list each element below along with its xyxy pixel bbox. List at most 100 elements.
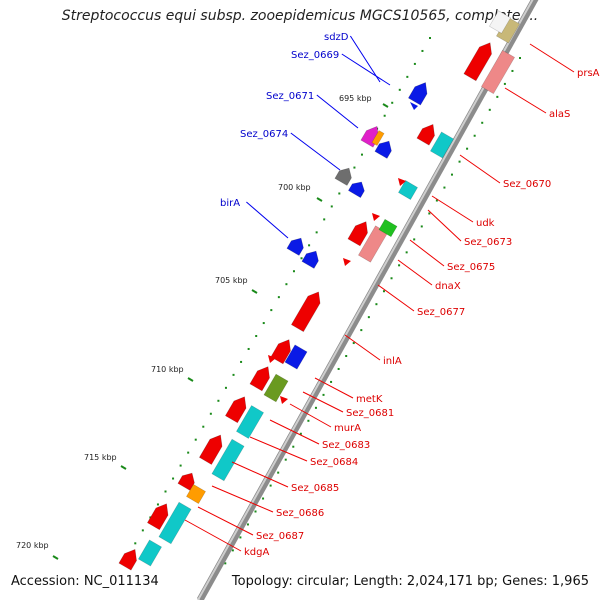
dot [382, 290, 385, 293]
feature-shape [416, 123, 435, 146]
kbp-tick [316, 197, 323, 202]
dot [450, 173, 453, 176]
reverse-small-arrow [372, 213, 380, 221]
feature-shape [480, 49, 516, 95]
dot [338, 192, 341, 195]
reverse-gene-label: udk [476, 218, 495, 229]
reverse-gene-label: Sez_0687 [256, 531, 304, 542]
kbp-tick [52, 555, 59, 560]
dot [503, 82, 506, 85]
reverse-gene [177, 472, 195, 491]
reverse-gene [284, 344, 308, 370]
reverse-leader [269, 419, 320, 445]
forward-gene-part [371, 130, 385, 146]
dot [239, 536, 242, 539]
dot [217, 399, 220, 402]
feature-shape [347, 221, 368, 247]
dot [134, 542, 137, 545]
dot [405, 251, 408, 254]
reverse-gene-label: Sez_0670 [503, 179, 551, 190]
dot [224, 386, 227, 389]
feature-shape [186, 484, 206, 504]
forward-small-arrow [410, 102, 418, 110]
forward-gene [334, 167, 352, 186]
forward-gene [348, 181, 365, 198]
dot [435, 199, 438, 202]
label-leaders [184, 35, 575, 552]
kbp-label: 705 kbp [215, 276, 248, 285]
feature-shape [263, 373, 289, 403]
reverse-leader [459, 154, 501, 184]
topology-label: Topology: circular; Length: 2,024,171 bp… [228, 574, 592, 589]
reverse-gene-label: Sez_0673 [464, 237, 512, 248]
kbp-tick [251, 289, 258, 294]
dot [458, 160, 461, 163]
forward-gene [374, 140, 392, 159]
feature-shape [463, 42, 492, 82]
reverse-gene-label: dnaX [435, 281, 461, 292]
forward-leader [246, 201, 289, 239]
reverse-leader [249, 436, 308, 462]
dot [488, 108, 491, 111]
dot [398, 264, 401, 267]
reverse-leader [211, 485, 274, 513]
reverse-gene-label: Sez_0677 [417, 307, 465, 318]
reverse-leader [344, 334, 381, 361]
reverse-gene [224, 396, 247, 424]
genome-backbone [196, 0, 539, 600]
reverse-gene [146, 503, 169, 531]
feature-shape [371, 130, 385, 146]
dot [209, 412, 212, 415]
forward-gene-label: Sez_0674 [240, 129, 288, 140]
dot [269, 484, 272, 487]
reverse-gene [118, 548, 137, 571]
kbp-label: 720 kbp [16, 541, 49, 550]
dot [353, 166, 356, 169]
feature-shape [430, 131, 454, 159]
reverse-small-arrow [398, 178, 406, 186]
feature-shape [398, 180, 418, 200]
reverse-leader [314, 377, 354, 399]
reverse-gene [430, 131, 454, 159]
dot [398, 88, 401, 91]
dot [330, 380, 333, 383]
accession-label: Accession: NC_011134 [8, 574, 162, 589]
feature-shape [138, 539, 162, 567]
reverse-gene [186, 484, 206, 504]
reverse-gene-label: kdgA [244, 547, 269, 558]
dot [443, 186, 446, 189]
dot [246, 523, 249, 526]
dot [375, 303, 378, 306]
reverse-leader [289, 403, 332, 428]
dot [413, 238, 416, 241]
gene-features [118, 10, 520, 571]
backbone-line [196, 0, 539, 600]
dot [496, 95, 499, 98]
dot [383, 114, 386, 117]
feature-shape [284, 344, 308, 370]
reverse-leader [231, 461, 289, 488]
dot [337, 367, 340, 370]
dot [406, 75, 409, 78]
dot [314, 406, 317, 409]
dot [164, 490, 167, 493]
dot [360, 153, 363, 156]
reverse-small-arrow [280, 396, 288, 404]
feature-shape [158, 501, 192, 545]
kbp-tick [382, 103, 389, 108]
feature-shape [198, 434, 223, 465]
dot [307, 419, 310, 422]
forward-leader [349, 35, 381, 83]
reverse-leader [397, 259, 433, 286]
feature-shape [334, 167, 352, 186]
dot [247, 347, 250, 350]
reverse-gene-label: Sez_0684 [310, 457, 358, 468]
reverse-leader [197, 506, 254, 536]
dot [428, 212, 431, 215]
reverse-gene [235, 405, 265, 439]
kbp-tick [120, 465, 127, 470]
dot [277, 296, 280, 299]
feature-shape [249, 366, 270, 392]
feature-shape [374, 140, 392, 159]
